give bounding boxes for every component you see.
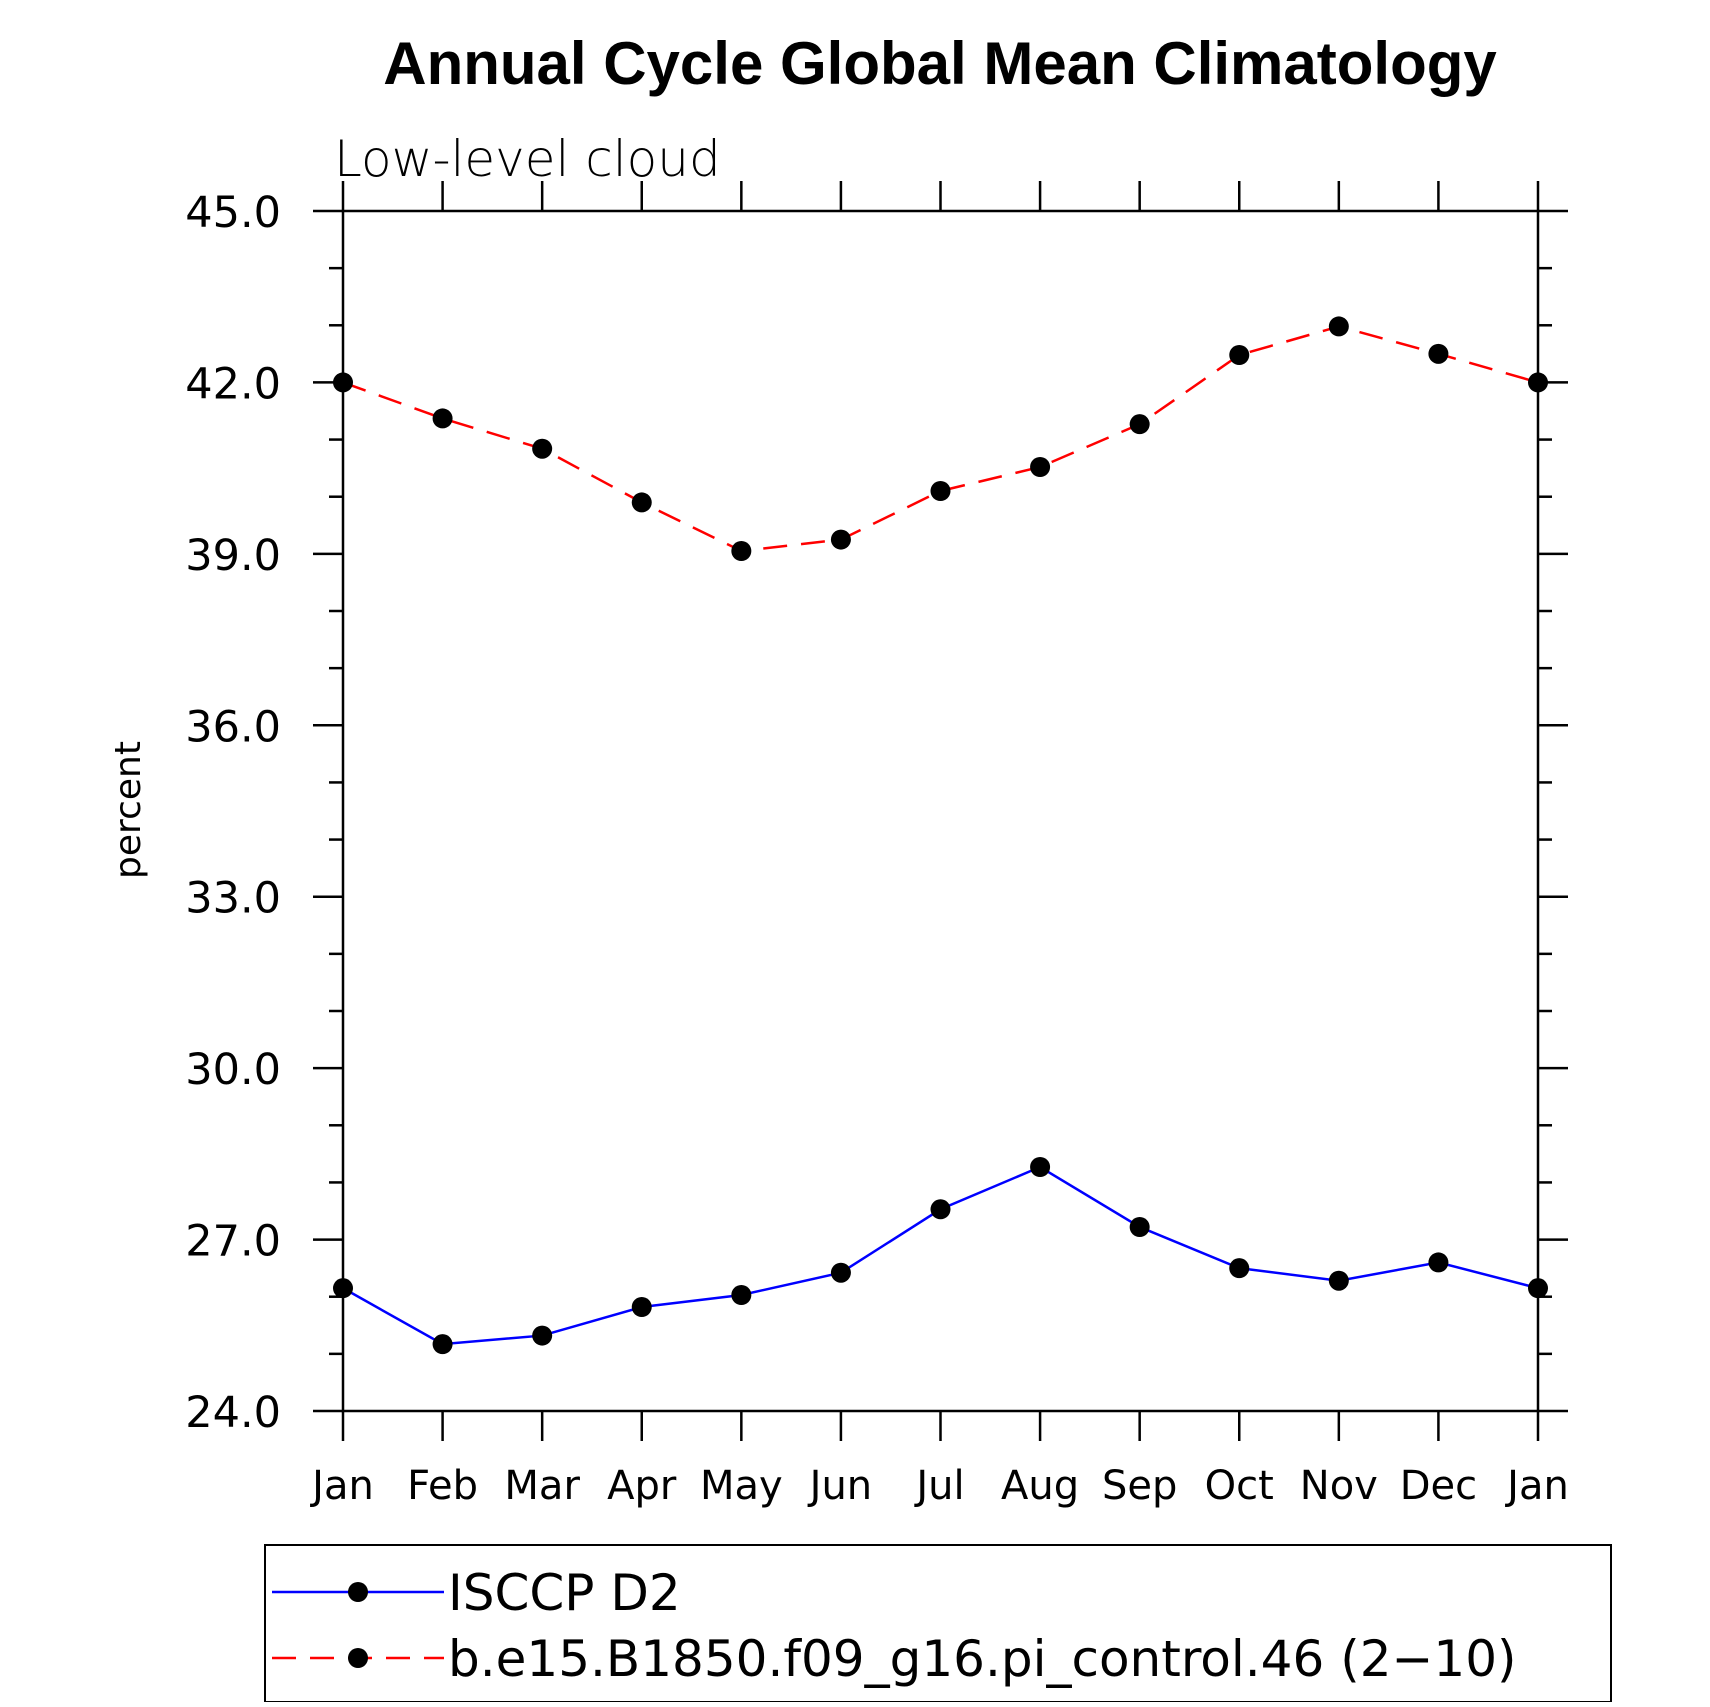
y-tick-label: 36.0 [185,702,281,752]
x-tick-label: Feb [407,1463,478,1509]
x-tick-label: Jan [309,1463,374,1509]
y-tick-label: 39.0 [185,531,281,581]
x-tick-label: Jan [1504,1463,1569,1509]
data-point-series-1 [631,1297,652,1317]
data-point-series-2 [731,541,752,561]
x-tick-label: Dec [1400,1463,1477,1509]
data-point-series-2 [1328,316,1349,337]
data-point-series-2 [333,372,353,393]
chart-title: Annual Cycle Global Mean Climatology [383,30,1497,97]
y-tick-label: 27.0 [185,1217,281,1267]
data-point-series-2 [830,529,851,550]
data-point-series-1 [1528,1278,1548,1299]
y-tick-label: 33.0 [185,874,281,924]
x-tick-label: Jul [913,1463,964,1509]
data-point-series-2 [1428,343,1449,364]
data-point-series-1 [432,1334,453,1355]
x-tick-label: May [700,1463,783,1509]
legend-marker-2 [348,1648,368,1668]
x-tick-label: Sep [1102,1463,1177,1509]
data-point-series-2 [930,481,951,501]
y-axis-label: percent [108,741,149,879]
y-tick-label: 45.0 [185,188,281,238]
legend-marker-1 [348,1582,368,1602]
axes: 24.0 27.0 30.0 33.0 36.0 39.0 42.0 45.0 Jan Feb Ma… [185,181,1569,1509]
data-point-series-1 [1129,1217,1150,1237]
data-point-series-1 [333,1278,353,1299]
legend-label-2: b.e15.B1850.f09_g16.pi_control.46 (2−10) [448,1630,1517,1688]
data-point-series-1 [1328,1270,1349,1291]
data-point-series-1 [930,1199,951,1220]
x-tick-label: Mar [504,1463,580,1509]
data-point-series-2 [1528,372,1548,393]
data-point-series-2 [432,408,453,429]
legend: ISCCP D2 b.e15.B1850.f09_g16.pi_control.4… [264,1544,1612,1703]
data-point-series-1 [1030,1157,1051,1177]
y-tick-label: 42.0 [185,359,281,409]
legend-label-1: ISCCP D2 [448,1564,681,1622]
x-tick-label: Aug [1001,1463,1079,1509]
data-point-series-2 [532,438,553,459]
data-point-series-2 [1129,414,1150,435]
y-tick-label: 30.0 [185,1045,281,1095]
data-point-series-2 [1030,457,1051,477]
x-tick-label: Nov [1300,1463,1378,1509]
plot-frame [341,209,1540,1413]
data-point-series-1 [830,1262,851,1283]
x-tick-label: Jun [807,1463,873,1509]
data-point-series-2 [1229,345,1250,365]
chart-subtitle: Low-level cloud [334,130,721,188]
x-tick-label: Apr [607,1463,677,1509]
series-line-2 [342,325,1539,553]
data-point-series-1 [532,1325,553,1346]
series-layer [333,316,1548,1355]
data-point-series-1 [1428,1252,1449,1273]
y-tick-label: 24.0 [185,1388,281,1438]
series-line-1 [342,1165,1539,1346]
data-point-series-1 [731,1285,752,1305]
data-point-series-2 [631,492,652,513]
data-point-series-1 [1229,1258,1250,1279]
x-tick-label: Oct [1205,1463,1274,1509]
